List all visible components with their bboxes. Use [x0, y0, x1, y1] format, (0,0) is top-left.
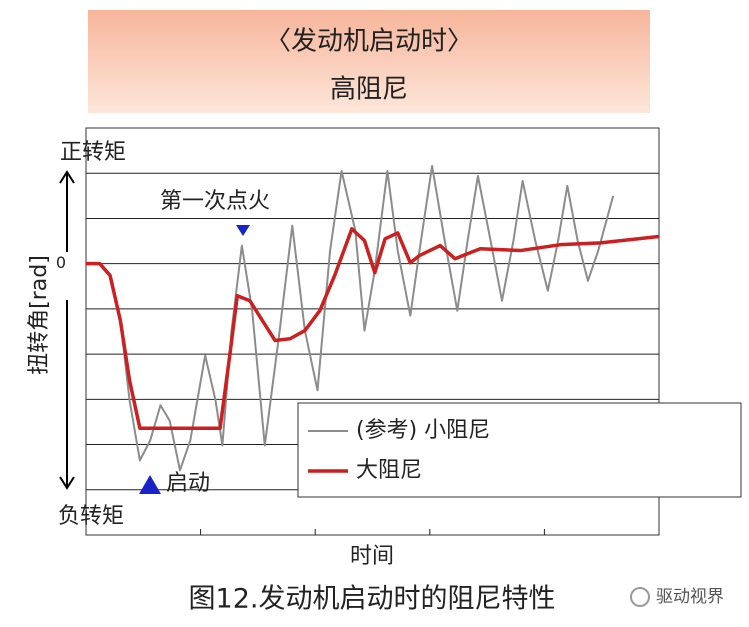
y-axis-label: 扭转角[rad] [27, 255, 52, 375]
legend [297, 402, 742, 498]
series-line [86, 164, 615, 472]
start-marker [139, 475, 161, 494]
annotation: 负转矩 [58, 504, 124, 529]
grid: 0 [56, 172, 659, 535]
watermark-icon [630, 587, 650, 607]
watermark: 驱动视界 [656, 587, 724, 607]
caption: 图12.发动机启动时的阻尼特性 [189, 584, 556, 615]
y-tick-label: 0 [56, 253, 66, 272]
series-line [86, 227, 660, 431]
lines [86, 164, 660, 472]
legend-label: (参考) 小阻尼 [356, 418, 490, 443]
annotation: 正转矩 [60, 140, 126, 165]
annotation: 第一次点火 [160, 189, 270, 214]
chart-title: 〈发动机启动时〉 [265, 27, 473, 57]
chart-subtitle: 高阻尼 [330, 75, 408, 105]
header-box [88, 10, 650, 113]
ignition-marker [236, 225, 250, 236]
x-axis-label: 时间 [350, 544, 394, 569]
legend-label: 大阻尼 [356, 458, 422, 483]
torque-arrows [59, 170, 75, 490]
annotation: 启动 [166, 471, 210, 496]
